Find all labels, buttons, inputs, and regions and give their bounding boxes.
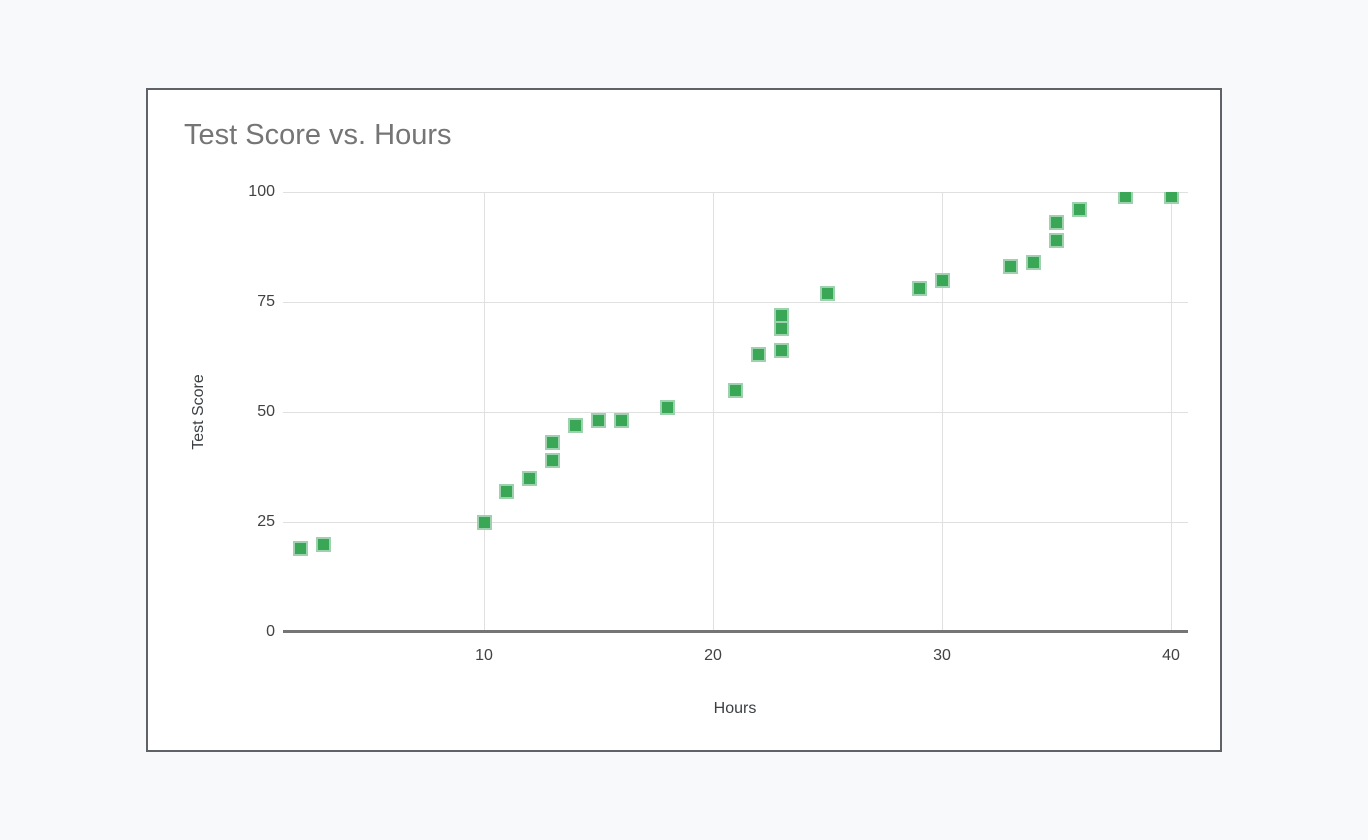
- y-tick-label: 25: [257, 513, 275, 530]
- x-tick-label: 30: [933, 647, 951, 664]
- y-tick-label: 75: [257, 293, 275, 310]
- data-point[interactable]: [1117, 192, 1133, 204]
- data-point[interactable]: [293, 540, 309, 556]
- v-gridline: [942, 192, 943, 633]
- v-gridline: [484, 192, 485, 633]
- h-gridline: [283, 412, 1188, 413]
- data-point[interactable]: [820, 285, 835, 301]
- data-point[interactable]: [591, 413, 606, 429]
- data-point[interactable]: [316, 536, 332, 552]
- data-point[interactable]: [728, 382, 744, 398]
- data-point[interactable]: [1163, 192, 1179, 204]
- x-tick-label: 10: [475, 647, 493, 664]
- data-point[interactable]: [499, 483, 515, 499]
- v-gridline: [1171, 192, 1172, 633]
- chart-title: Test Score vs. Hours: [184, 119, 452, 151]
- data-point[interactable]: [751, 347, 767, 363]
- h-gridline: [283, 522, 1188, 523]
- data-point[interactable]: [568, 417, 584, 433]
- h-gridline: [283, 302, 1188, 303]
- x-tick-label: 40: [1162, 647, 1180, 664]
- data-point[interactable]: [1049, 215, 1064, 231]
- data-point[interactable]: [934, 272, 950, 288]
- v-gridline: [713, 192, 714, 633]
- data-point[interactable]: [476, 514, 492, 530]
- data-point[interactable]: [1049, 232, 1064, 248]
- x-tick-label: 20: [704, 647, 722, 664]
- data-point[interactable]: [545, 452, 561, 468]
- x-axis-line: [283, 630, 1188, 633]
- data-point[interactable]: [774, 320, 790, 336]
- data-point[interactable]: [522, 470, 538, 486]
- y-tick-label: 50: [257, 403, 275, 420]
- y-tick-label: 0: [266, 623, 275, 640]
- data-point[interactable]: [1003, 259, 1019, 275]
- plot-area: [283, 192, 1188, 633]
- data-point[interactable]: [1071, 202, 1087, 218]
- x-axis-title: Hours: [713, 700, 757, 717]
- data-point[interactable]: [613, 413, 629, 429]
- data-point[interactable]: [659, 400, 675, 416]
- data-point[interactable]: [774, 342, 790, 358]
- data-point[interactable]: [1026, 254, 1042, 270]
- h-gridline: [283, 192, 1188, 193]
- y-tick-label: 100: [248, 183, 275, 200]
- data-point[interactable]: [545, 435, 561, 451]
- data-point[interactable]: [911, 281, 927, 297]
- data-point[interactable]: [774, 307, 790, 323]
